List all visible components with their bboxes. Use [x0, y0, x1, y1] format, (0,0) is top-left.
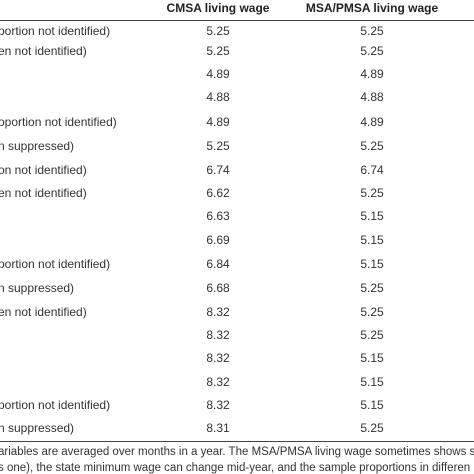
cell-value: 5.25 — [360, 24, 384, 38]
cell-value: 5.15 — [360, 209, 384, 223]
row-label: on not identified) — [0, 163, 87, 177]
row-label: portion not identified) — [0, 398, 111, 412]
row-label: en not identified) — [0, 44, 87, 58]
cell-value: 5.15 — [360, 398, 384, 412]
header-rule — [0, 20, 474, 21]
cell-value: 5.25 — [360, 186, 384, 200]
cell-value: 6.69 — [206, 233, 230, 247]
cell-value: 6.74 — [206, 163, 230, 177]
cell-value: 5.25 — [360, 421, 384, 435]
column-header: CMSA living wage — [166, 1, 270, 15]
cell-value: 5.25 — [206, 44, 230, 58]
cell-value: 5.25 — [360, 281, 384, 295]
cell-value: 5.25 — [206, 24, 230, 38]
cell-value: 8.32 — [206, 398, 230, 412]
footnote-line: ariables are averaged over months in a y… — [0, 446, 474, 458]
row-label: portion not identified) — [0, 257, 111, 271]
bottom-rule — [0, 441, 474, 442]
cell-value: 8.31 — [206, 421, 230, 435]
row-label: n suppressed) — [0, 139, 75, 153]
cell-value: 6.84 — [206, 257, 230, 271]
cell-value: 5.25 — [360, 328, 384, 342]
row-label: en not identified) — [0, 186, 87, 200]
cell-value: 5.25 — [360, 44, 384, 58]
cell-value: 6.68 — [206, 281, 230, 295]
column-header: MSA/PMSA living wage — [305, 1, 439, 15]
cell-value: 4.89 — [360, 67, 384, 81]
row-label: n suppressed) — [0, 421, 75, 435]
cell-value: 4.89 — [206, 67, 230, 81]
cell-value: 8.32 — [206, 375, 230, 389]
cell-value: 5.25 — [206, 139, 230, 153]
cell-value: 4.89 — [206, 115, 230, 129]
cell-value: 8.32 — [206, 328, 230, 342]
cell-value: 8.32 — [206, 305, 230, 319]
cell-value: 8.32 — [206, 351, 230, 365]
cell-value: 6.62 — [206, 186, 230, 200]
footnote-line: s one), the state minimum wage can chang… — [0, 462, 471, 474]
cell-value: 5.15 — [360, 375, 384, 389]
cell-value: 5.25 — [360, 305, 384, 319]
cell-value: 4.89 — [360, 115, 384, 129]
cell-value: 4.88 — [360, 90, 384, 104]
cell-value: 6.74 — [360, 163, 384, 177]
cell-value: 5.25 — [360, 139, 384, 153]
cell-value: 5.15 — [360, 233, 384, 247]
cell-value: 4.88 — [206, 90, 230, 104]
row-label: portion not identified) — [0, 24, 111, 38]
cell-value: 5.15 — [360, 257, 384, 271]
row-label: n suppressed) — [0, 281, 75, 295]
row-label: oportion not identified) — [0, 115, 117, 129]
cell-value: 5.15 — [360, 351, 384, 365]
row-label: en not identified) — [0, 305, 87, 319]
cell-value: 6.63 — [206, 209, 230, 223]
